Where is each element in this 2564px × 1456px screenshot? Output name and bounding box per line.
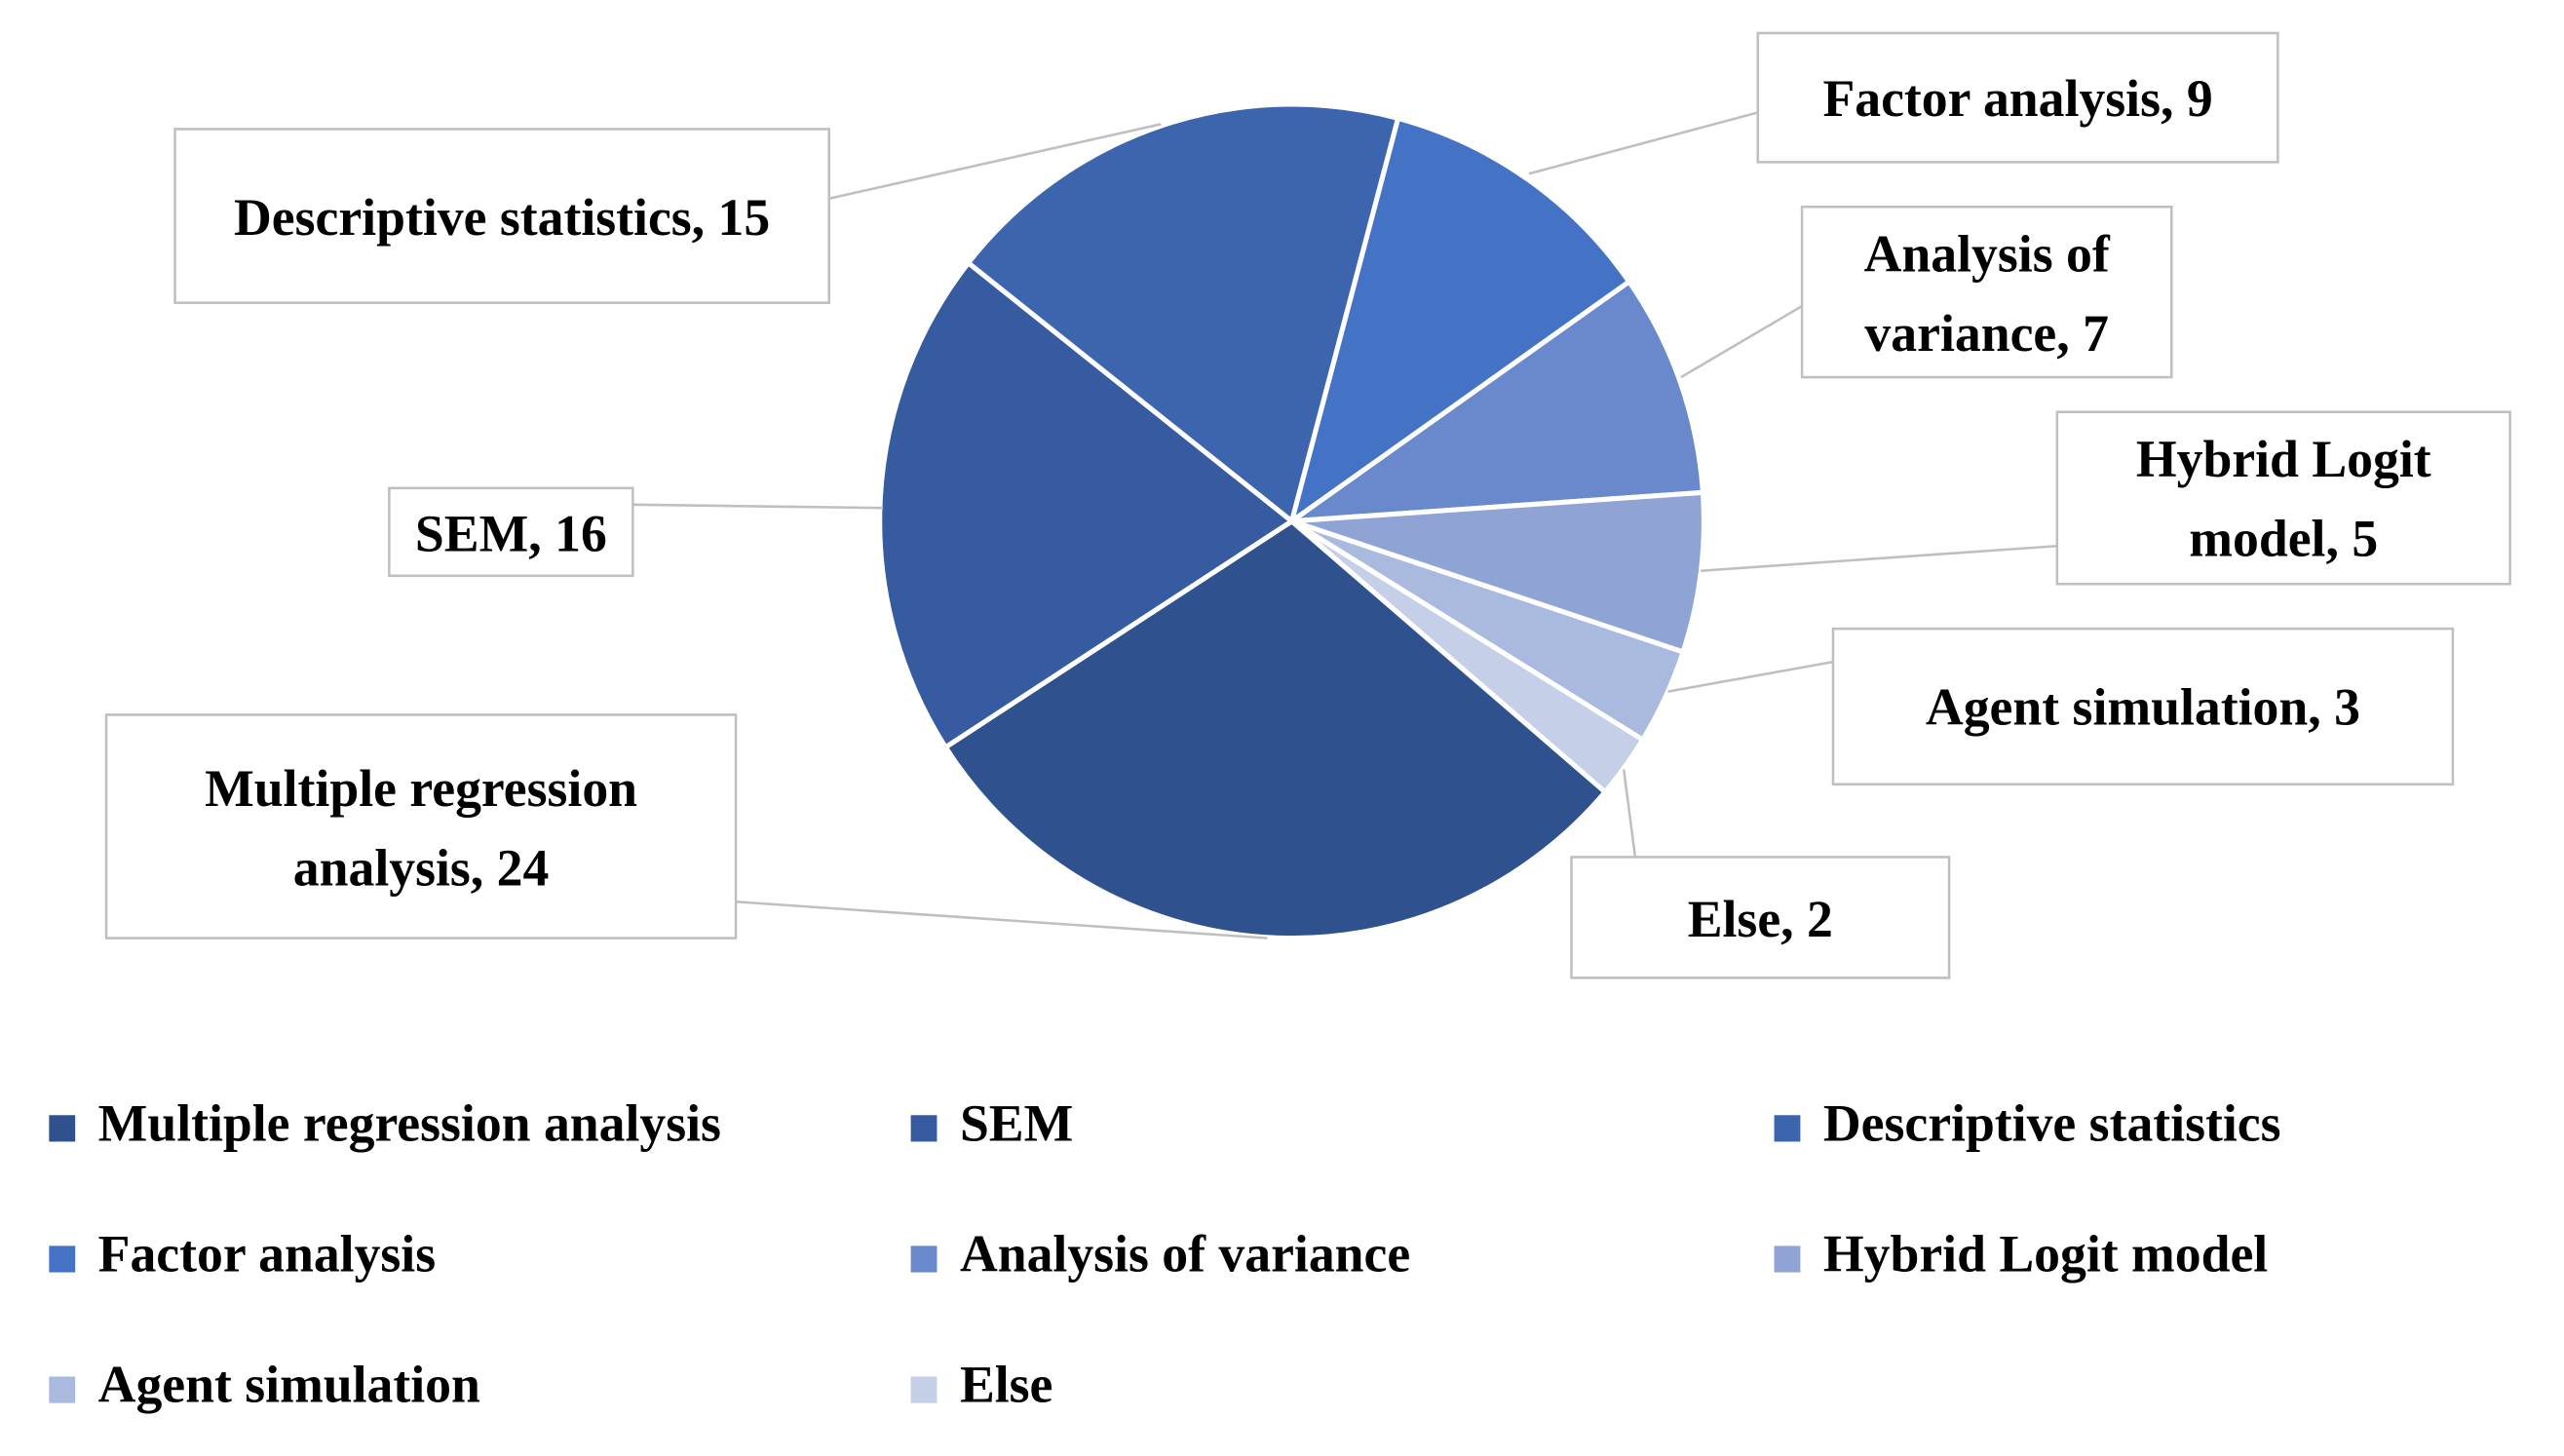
legend-label: SEM [960, 1093, 1073, 1152]
legend-swatch [1774, 1115, 1801, 1142]
legend-swatch [910, 1376, 938, 1403]
legend-swatch [1774, 1245, 1801, 1273]
label-box [1756, 31, 2279, 164]
data-label: Hybrid Logit model, 5 [2135, 428, 2431, 568]
data-label: Agent simulation, 3 [1925, 676, 2360, 737]
data-label-box: Else, 2 [1687, 887, 1833, 947]
legend-swatch [49, 1376, 76, 1403]
data-label: Factor analysis, 9 [1822, 67, 2213, 128]
legend-label: Descriptive statistics [1823, 1093, 2281, 1152]
data-label-box: Factor analysis, 9 [1822, 67, 2213, 128]
data-label-box: Agent simulation, 3 [1925, 676, 2360, 737]
pie-slice [1289, 518, 1647, 796]
leader-line [735, 900, 1268, 939]
label-box [104, 713, 738, 939]
pie-slice [1290, 489, 1706, 656]
data-label: Descriptive statistics, 15 [233, 185, 771, 247]
legend-label: Agent simulation [98, 1355, 480, 1413]
legend-swatch [49, 1245, 76, 1273]
label-box [2055, 410, 2511, 586]
leader-line [632, 503, 884, 510]
data-label-box: Descriptive statistics, 15 [233, 185, 771, 247]
label-box [1570, 856, 1951, 979]
legend-swatch [49, 1115, 76, 1142]
label-box [1800, 205, 2173, 379]
pie-slice [965, 101, 1401, 526]
data-label-box: SEM, 16 [414, 502, 607, 562]
pie-slice [877, 259, 1296, 751]
label-box [173, 128, 830, 304]
legend-label: Analysis of variance [960, 1224, 1410, 1283]
leader-line [1528, 111, 1759, 175]
legend-label: Hybrid Logit model [1823, 1224, 2268, 1283]
leader-line [1700, 544, 2057, 572]
data-label-box: Multiple regression analysis, 24 [205, 756, 638, 897]
leader-line [1680, 304, 1803, 379]
legend-swatch [910, 1245, 938, 1273]
data-label: SEM, 16 [414, 502, 607, 562]
data-label: Analysis of variance, 7 [1863, 222, 2110, 362]
legend-label: Multiple regression analysis [98, 1093, 721, 1152]
legend-label: Else [960, 1355, 1052, 1413]
leader-line [1667, 660, 1834, 693]
data-label: Multiple regression analysis, 24 [205, 756, 638, 897]
legend-label: Factor analysis [98, 1224, 436, 1283]
label-box [1831, 627, 2455, 785]
pie-slice [1282, 278, 1706, 524]
label-box [388, 486, 634, 578]
leader-line [1622, 769, 1637, 858]
data-label: Else, 2 [1687, 887, 1833, 947]
leader-line [828, 123, 1162, 200]
data-label-box: Hybrid Logit model, 5 [2135, 428, 2431, 568]
data-label-box: Analysis of variance, 7 [1863, 222, 2110, 362]
legend-swatch [910, 1115, 938, 1142]
pie-slice [1287, 115, 1633, 527]
